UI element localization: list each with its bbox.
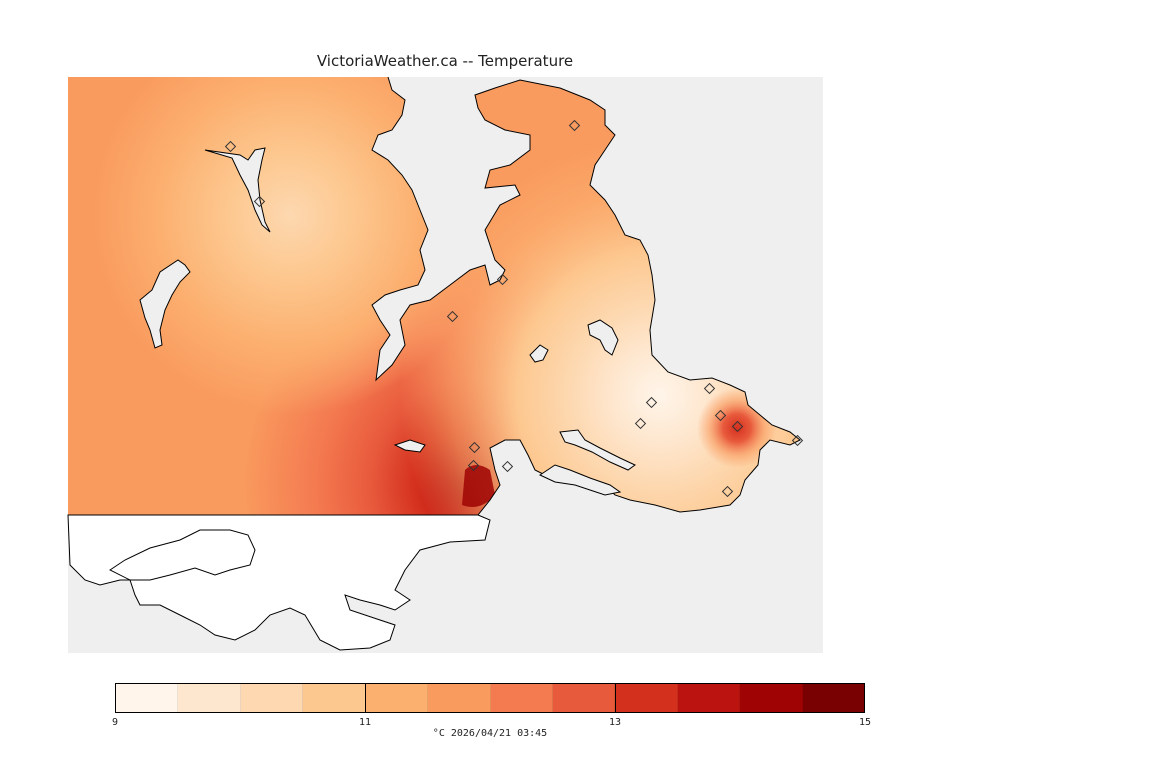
station-marker[interactable]: 10.7 °C — [568, 119, 581, 132]
lake-west — [139, 259, 191, 349]
station-marker[interactable]: 13.6 °C — [501, 460, 514, 473]
station-marker[interactable]: 9.6 °C — [714, 409, 727, 422]
gorge-inlet — [559, 429, 636, 471]
weather-stations: 10.8 °C 10.6 °C 10.7 °C 11.9 °C 10.2 °C … — [224, 119, 804, 498]
station-marker[interactable]: 11.6 °C — [791, 434, 804, 447]
legend-swatch — [490, 684, 553, 712]
station-marker[interactable]: 11.1 °C — [468, 441, 481, 454]
legend-swatch — [677, 684, 741, 712]
legend-swatch — [740, 684, 803, 712]
legend-tick-mark — [365, 683, 366, 713]
legend-swatch — [552, 684, 616, 712]
lake-north — [204, 147, 271, 233]
station-marker[interactable]: 9.3 °C — [634, 417, 647, 430]
legend-swatch — [116, 684, 179, 712]
legend-tick-label: 13 — [608, 717, 622, 728]
station-marker[interactable]: 9.8 °C — [731, 420, 744, 433]
color-legend — [115, 683, 865, 713]
station-marker[interactable]: 10.8 °C — [224, 140, 237, 153]
coastline — [371, 76, 801, 516]
station-marker[interactable]: 9.4 °C — [703, 382, 716, 395]
station-marker[interactable]: 11.9 °C — [496, 273, 509, 286]
map-title: VictoriaWeather.ca -- Temperature — [316, 52, 574, 70]
legend-tick-label: 9 — [111, 717, 119, 728]
legend-swatch — [365, 684, 429, 712]
legend-swatch — [303, 684, 366, 712]
legend-swatch — [802, 684, 865, 712]
legend-tick-label: 11 — [358, 717, 372, 728]
legend-unit: °C — [432, 728, 445, 739]
legend-swatch — [240, 684, 304, 712]
legend-swatch — [178, 684, 241, 712]
station-marker[interactable]: 10.6 °C — [253, 195, 266, 208]
harbour-inlet — [538, 464, 622, 496]
station-marker[interactable]: 10.2 °C — [446, 310, 459, 323]
legend-tick-mark — [615, 683, 616, 713]
lake-east — [587, 319, 619, 356]
legend-tick-label: 15 — [858, 717, 872, 728]
legend-swatch — [428, 684, 491, 712]
station-marker[interactable]: 12.6 °C — [645, 396, 658, 409]
legend-caption: °C 2026/04/21 03:45 — [0, 728, 980, 739]
lake-small — [529, 344, 549, 363]
station-marker[interactable]: 12.8 °C — [721, 485, 734, 498]
peninsula-bay — [109, 529, 256, 581]
station-marker[interactable]: 13.2 °C — [467, 459, 480, 472]
lake-south — [393, 439, 426, 453]
legend-timestamp: 2026/04/21 03:45 — [450, 728, 548, 739]
legend-swatch — [615, 684, 678, 712]
